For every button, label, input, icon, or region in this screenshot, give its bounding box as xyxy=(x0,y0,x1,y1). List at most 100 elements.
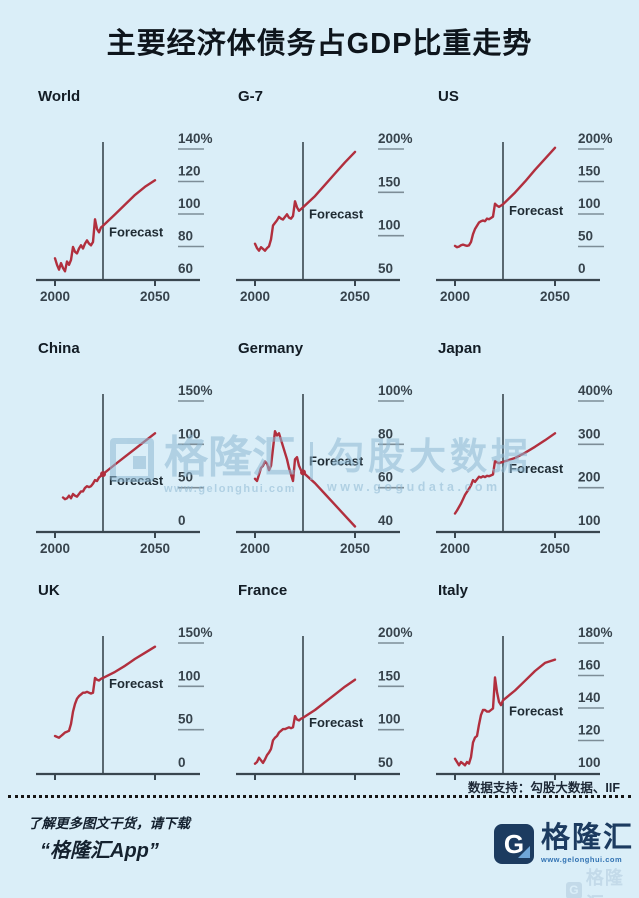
y-axis-label: 0 xyxy=(178,513,186,528)
x-axis-label: 2050 xyxy=(340,541,370,556)
chart-title: US xyxy=(438,88,459,105)
chart-japan: Japan 400% 300 200 100 2000 2050 Forecast xyxy=(420,340,630,558)
gelonghui-logo-icon: G xyxy=(494,824,534,864)
y-axis-label: 120 xyxy=(578,723,601,738)
chart-plot: 140% 120 100 80 60 2000 2050 Forecast xyxy=(36,131,213,304)
y-axis-label: 200% xyxy=(578,131,613,146)
forecast-label: Forecast xyxy=(309,715,364,730)
chart-title: World xyxy=(38,88,81,105)
x-axis-label: 2050 xyxy=(540,541,570,556)
y-axis-label: 150% xyxy=(178,625,213,640)
y-axis-label: 80 xyxy=(378,426,393,441)
debt-line xyxy=(253,429,357,528)
y-axis-label: 0 xyxy=(578,261,586,276)
logo-arrow-icon xyxy=(518,846,530,858)
debt-line xyxy=(453,432,557,515)
y-axis-label: 50 xyxy=(578,229,593,244)
chart-plot: 200% 150 100 50 0 2000 2050 Forecast xyxy=(436,131,613,304)
y-axis-label: 100 xyxy=(378,218,401,233)
debt-line xyxy=(253,678,357,765)
app-name-text: “格隆汇App” xyxy=(40,840,159,862)
y-axis-label: 100 xyxy=(578,196,601,211)
forecast-label: Forecast xyxy=(509,704,564,719)
y-axis-label: 60 xyxy=(378,470,393,485)
forecast-label: Forecast xyxy=(309,206,364,221)
forecast-label: Forecast xyxy=(309,454,364,469)
chart-plot: 150% 100 50 0 2000 2050 Forecast xyxy=(36,383,213,556)
chart-uk: UK 150% 100 50 0 Forecast xyxy=(20,582,230,780)
promo-text: 了解更多图文干货，请下载 xyxy=(28,816,190,831)
y-axis-label: 300 xyxy=(578,426,601,441)
chart-title: Japan xyxy=(438,340,482,357)
x-axis-label: 2050 xyxy=(540,289,570,304)
debt-line xyxy=(61,432,157,501)
debt-line xyxy=(53,179,157,273)
chart-italy: Italy 180% 160 140 120 100 Forecast xyxy=(420,582,630,780)
x-axis-label: 2050 xyxy=(140,541,170,556)
y-axis-label: 100 xyxy=(578,513,601,528)
x-axis-label: 2000 xyxy=(40,541,70,556)
x-axis-label: 2000 xyxy=(40,289,70,304)
chart-plot: 400% 300 200 100 2000 2050 Forecast xyxy=(436,383,613,556)
chart-plot: 200% 150 100 50 2000 2050 Forecast xyxy=(236,131,413,304)
forecast-label: Forecast xyxy=(509,461,564,476)
y-axis-label: 140 xyxy=(578,690,601,705)
y-axis-label: 180% xyxy=(578,625,613,640)
forecast-label: Forecast xyxy=(109,224,164,239)
y-axis-label: 0 xyxy=(178,755,186,770)
y-axis-label: 140% xyxy=(178,131,213,146)
debt-line xyxy=(253,150,357,252)
forecast-start-marker xyxy=(100,471,106,478)
y-axis-label: 80 xyxy=(178,229,193,244)
y-axis-label: 160 xyxy=(578,658,601,673)
x-axis-label: 2000 xyxy=(440,541,470,556)
brand-url: www.gelonghui.com xyxy=(541,855,623,864)
chart-title: G-7 xyxy=(238,88,264,105)
chart-title: China xyxy=(38,340,80,357)
x-axis-label: 2050 xyxy=(340,289,370,304)
forecast-label: Forecast xyxy=(109,473,164,488)
brand-name: 格隆汇 xyxy=(541,822,635,854)
chart-china: China 150% 100 50 0 2000 2050 Forecast xyxy=(20,340,230,558)
chart-title: France xyxy=(238,582,288,599)
chart-title: Italy xyxy=(438,582,469,599)
chart-title: Germany xyxy=(238,340,304,357)
y-axis-label: 150% xyxy=(178,383,213,398)
y-axis-label: 50 xyxy=(178,712,193,727)
y-axis-label: 50 xyxy=(378,755,393,770)
debt-line xyxy=(453,146,557,249)
y-axis-label: 150 xyxy=(378,668,401,683)
chart-title: UK xyxy=(38,582,60,599)
page-title: 主要经济体债务占GDP比重走势 xyxy=(106,28,533,60)
y-axis-label: 100 xyxy=(178,196,201,211)
forecast-label: Forecast xyxy=(109,676,164,691)
x-axis-label: 2000 xyxy=(240,541,270,556)
corner-watermark: G 格隆汇 xyxy=(566,864,639,898)
y-axis-label: 120 xyxy=(178,164,201,179)
chart-plot: 200% 150 100 50 Forecast xyxy=(236,625,413,780)
y-axis-label: 200% xyxy=(378,625,413,640)
data-source-note: 数据支持：勾股大数据、IIF xyxy=(467,781,620,795)
y-axis-label: 100 xyxy=(178,668,201,683)
chart-world: World 140% 120 100 80 60 2000 2050 Forecast xyxy=(20,88,230,306)
y-axis-label: 200 xyxy=(578,470,601,485)
forecast-start-marker xyxy=(300,469,306,476)
y-axis-label: 100 xyxy=(178,426,201,441)
gelonghui-brand-block: G 格隆汇 www.gelonghui.com xyxy=(494,824,634,864)
chart-france: France 200% 150 100 50 Forecast xyxy=(220,582,430,780)
y-axis-label: 150 xyxy=(578,164,601,179)
chart-germany: Germany 100% 80 60 40 2000 2050 Forecast xyxy=(220,340,430,558)
y-axis-label: 150 xyxy=(378,174,401,189)
debt-line xyxy=(453,658,557,767)
chart-plot: 100% 80 60 40 2000 2050 Forecast xyxy=(236,383,413,556)
chart-plot: 150% 100 50 0 Forecast xyxy=(36,625,213,780)
y-axis-label: 100 xyxy=(378,712,401,727)
y-axis-label: 50 xyxy=(378,261,393,276)
forecast-label: Forecast xyxy=(509,203,564,218)
y-axis-label: 50 xyxy=(178,470,193,485)
gelonghui-logo-icon: G xyxy=(566,881,582,898)
chart-plot: 180% 160 140 120 100 Forecast xyxy=(436,625,613,780)
chart-us: US 200% 150 100 50 0 2000 2050 Forecast xyxy=(420,88,630,306)
y-axis-label: 100% xyxy=(378,383,413,398)
